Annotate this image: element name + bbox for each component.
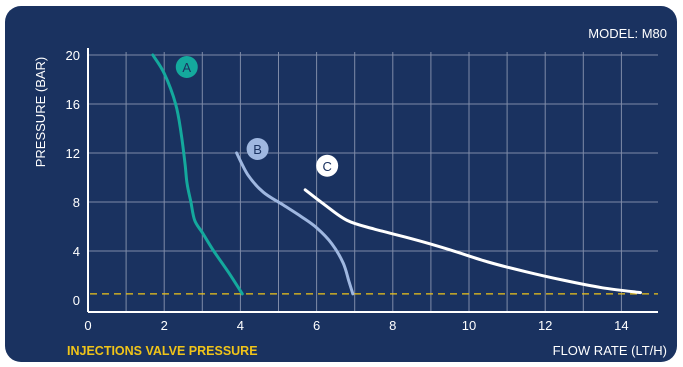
x-tick-label: 4 (237, 318, 244, 333)
y-tick-label: 12 (66, 146, 80, 161)
series-a-badge (175, 56, 198, 78)
y-tick-label: 4 (73, 244, 80, 259)
chart-card: 0 2 4 6 8 10 12 14 0 4 8 12 16 20 A B C MODEL: M80 PRES… (5, 6, 677, 362)
x-tick-label: 10 (462, 318, 476, 333)
series-b-badge-label: B (253, 142, 262, 157)
x-tick-label: 14 (614, 318, 628, 333)
x-tick-label: 12 (538, 318, 552, 333)
tick-labels: 0 2 4 6 8 10 12 14 0 4 8 12 16 20 (66, 48, 629, 333)
series-badges: A B C (175, 56, 339, 177)
x-axis-label: FLOW RATE (LT/H) (553, 343, 667, 358)
series-c-badge (316, 154, 339, 177)
x-tick-label: 2 (161, 318, 168, 333)
pressure-flow-chart: 0 2 4 6 8 10 12 14 0 4 8 12 16 20 A B C MODEL: M80 PRES… (33, 26, 667, 358)
axes (87, 48, 658, 313)
series-c-line (303, 188, 642, 295)
series-b-badge (246, 138, 269, 160)
injection-valve-note: INJECTIONS VALVE PRESSURE (67, 344, 258, 358)
series-layer (151, 53, 642, 296)
series-b-line (235, 151, 355, 296)
model-label: MODEL: M80 (588, 26, 667, 41)
y-tick-label: 8 (73, 195, 80, 210)
y-tick-label: 0 (73, 293, 80, 308)
y-axis-label: PRESSURE (BAR) (33, 57, 48, 168)
x-tick-label: 6 (313, 318, 320, 333)
grid (88, 52, 658, 312)
series-c-badge-label: C (322, 159, 331, 174)
x-tick-label: 0 (84, 318, 91, 333)
series-a-badge-label: A (182, 60, 191, 75)
y-tick-label: 20 (66, 48, 80, 63)
series-a-line (151, 53, 244, 296)
y-tick-label: 16 (66, 97, 80, 112)
x-tick-label: 8 (389, 318, 396, 333)
